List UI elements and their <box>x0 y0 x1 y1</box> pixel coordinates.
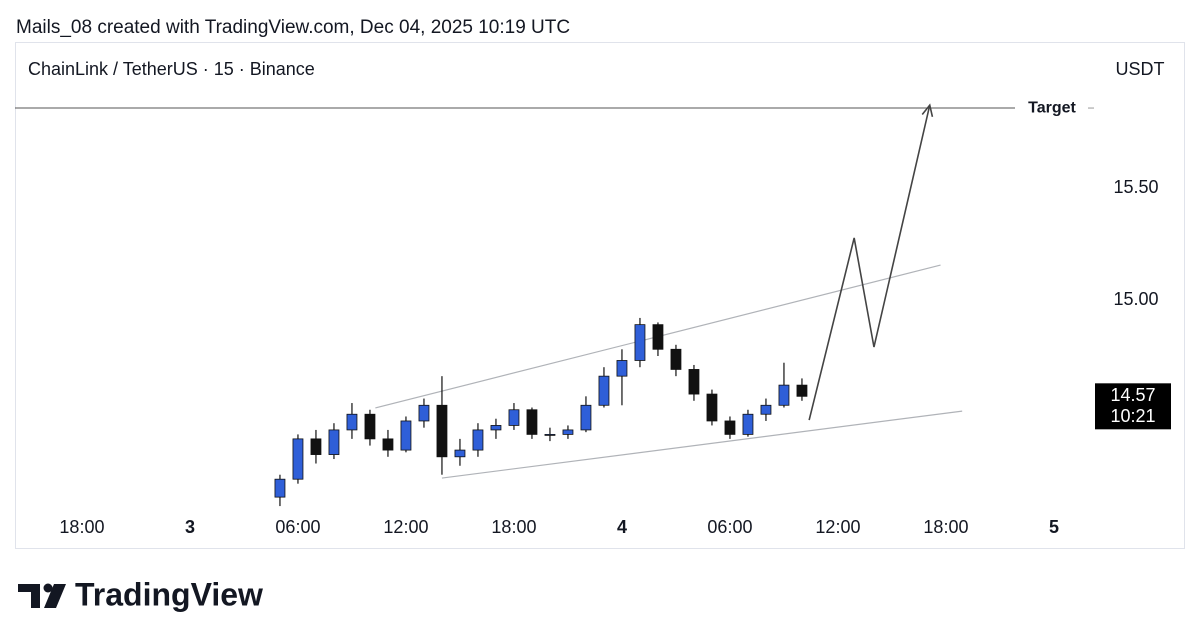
x-tick-label: 3 <box>185 517 195 537</box>
candle-body <box>436 404 448 458</box>
candle-body <box>382 438 394 451</box>
brand-logo: TradingView <box>18 576 263 612</box>
candle-body <box>706 393 718 422</box>
candle-body <box>346 413 358 431</box>
x-tick-label: 4 <box>617 517 627 537</box>
candle-body <box>634 324 646 361</box>
candle-body <box>508 409 520 426</box>
candle-body <box>490 425 502 431</box>
candle-body <box>472 429 484 451</box>
logo-dot <box>43 583 53 593</box>
candle-body <box>796 384 808 397</box>
candle-body <box>580 404 592 431</box>
candle-body <box>400 420 412 451</box>
candle-body <box>742 413 754 435</box>
y-tick-label: 15.00 <box>1113 289 1158 309</box>
x-tick-label: 18:00 <box>491 517 536 537</box>
logo-mark <box>44 584 66 608</box>
chart-title: ChainLink / TetherUS · 15 · Binance <box>28 59 315 79</box>
attribution: Mails_08 created with TradingView.com, D… <box>16 17 570 38</box>
currency: USDT <box>1116 59 1165 79</box>
candle-body <box>652 324 664 350</box>
last-price-time: 10:21 <box>1110 406 1155 426</box>
logo-mark <box>18 584 40 608</box>
candle-body <box>310 438 322 455</box>
x-tick-label: 06:00 <box>275 517 320 537</box>
last-price-label: 14.57 <box>1110 385 1155 405</box>
candle-body <box>598 375 610 406</box>
brand-name: TradingView <box>75 576 263 612</box>
target-label: Target <box>1028 99 1076 116</box>
candle-body <box>760 404 772 415</box>
candle-body <box>544 434 556 436</box>
y-tick-label: 15.50 <box>1113 177 1158 197</box>
x-tick-label: 5 <box>1049 517 1059 537</box>
chart-frame <box>15 42 1185 549</box>
x-tick-label: 18:00 <box>59 517 104 537</box>
candle-body <box>778 384 790 406</box>
x-tick-label: 12:00 <box>383 517 428 537</box>
candle-body <box>724 420 736 435</box>
candle-body <box>418 404 430 422</box>
candle-body <box>688 369 700 395</box>
candle-body <box>364 413 376 440</box>
projection-arrowhead <box>921 103 934 118</box>
x-tick-label: 18:00 <box>923 517 968 537</box>
candle-body <box>328 429 340 455</box>
projection-path <box>808 104 931 421</box>
x-tick-label: 12:00 <box>815 517 860 537</box>
candle-body <box>562 429 574 435</box>
last-price-box <box>1095 383 1171 430</box>
candle-body <box>292 438 304 480</box>
candle-body <box>526 409 538 435</box>
x-tick-label: 06:00 <box>707 517 752 537</box>
channel-lower <box>441 410 963 479</box>
candle-body <box>616 360 628 377</box>
candle-body <box>274 478 286 498</box>
candle-body <box>454 449 466 458</box>
candle-body <box>670 348 682 370</box>
